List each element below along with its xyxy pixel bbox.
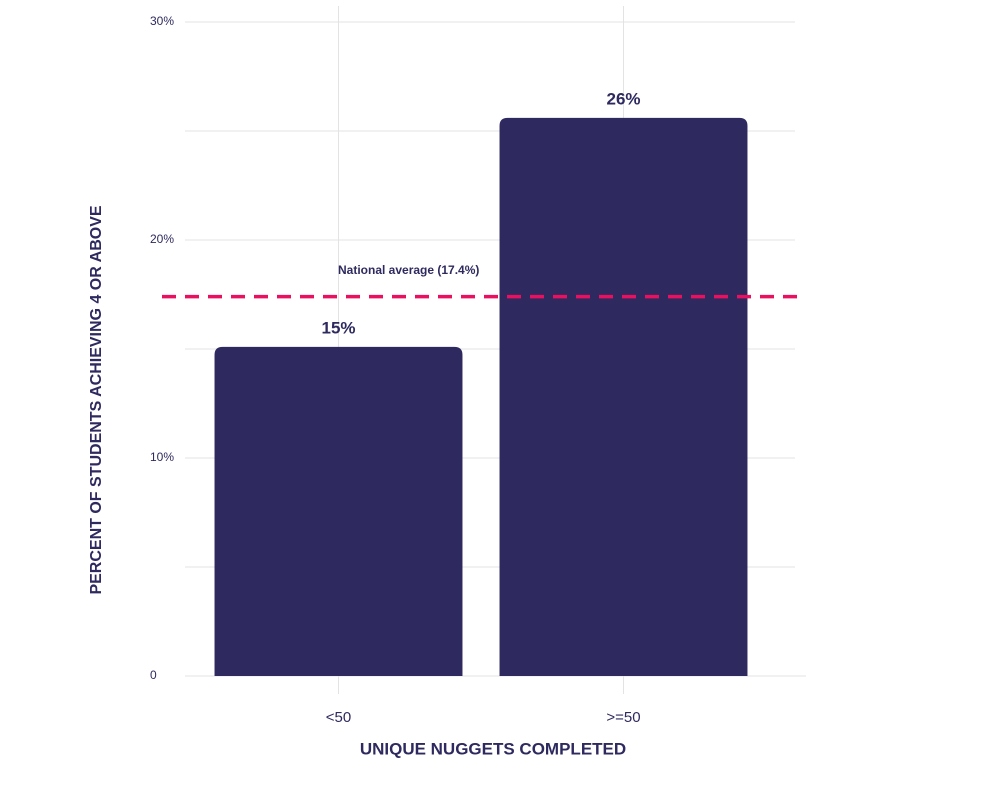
bar: [499, 117, 748, 677]
x-tick-label: >=50: [606, 709, 640, 726]
x-tick-label: <50: [326, 709, 351, 726]
value-label: 15%: [321, 318, 355, 337]
y-tick-label: 20%: [150, 232, 174, 246]
x-axis-title: UNIQUE NUGGETS COMPLETED: [360, 739, 626, 758]
y-axis-title: PERCENT OF STUDENTS ACHIEVING 4 OR ABOVE: [88, 205, 105, 594]
value-label: 26%: [606, 89, 640, 108]
reference-label: National average (17.4%): [338, 263, 479, 277]
bar: [214, 346, 463, 676]
y-tick-label: 30%: [150, 14, 174, 28]
y-tick-label: 0: [150, 668, 157, 682]
y-tick-label: 10%: [150, 450, 174, 464]
